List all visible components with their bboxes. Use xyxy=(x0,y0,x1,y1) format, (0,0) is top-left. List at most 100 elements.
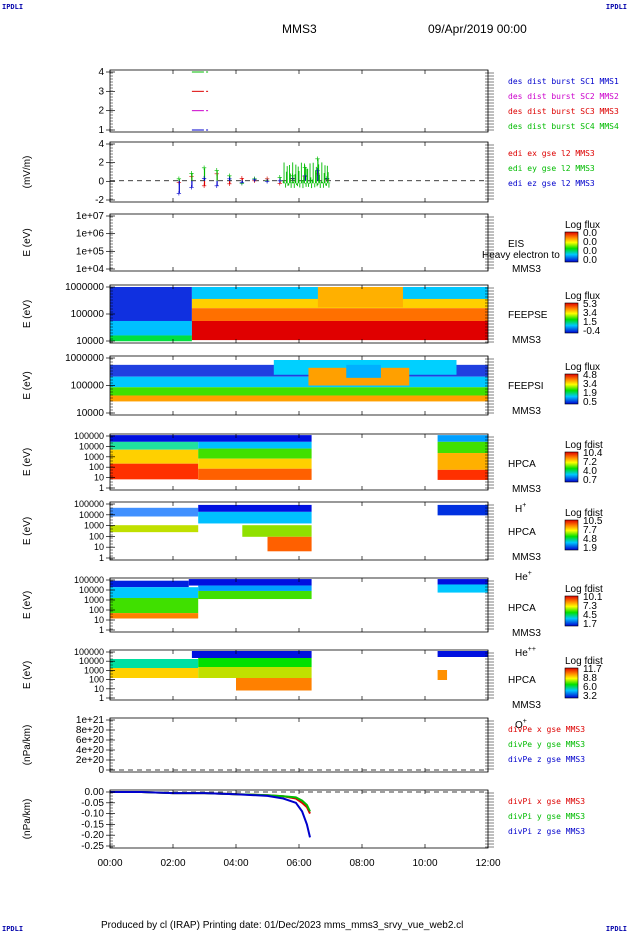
y-tick-label: 100 xyxy=(89,531,104,541)
y-axis-label: E (eV) xyxy=(22,517,33,545)
spectrogram-cell xyxy=(188,579,312,586)
spectrogram-cell xyxy=(198,458,312,469)
species-superscript: + xyxy=(523,718,527,725)
colorbar-tick-label: 10.5 xyxy=(583,516,603,527)
spectrogram-cell xyxy=(110,435,312,442)
spectrogram-cell xyxy=(437,584,488,593)
colorbar-tick-label: 0.0 xyxy=(583,255,597,266)
y-tick-label: 3 xyxy=(98,86,104,97)
y-tick-label: 1 xyxy=(99,553,104,563)
x-tick-label: 04:00 xyxy=(223,858,248,869)
colorbar xyxy=(564,667,579,699)
species-superscript: ++ xyxy=(528,646,536,653)
colorbar-tick-label: 0.0 xyxy=(583,246,597,257)
colorbar-title: Log fdist xyxy=(565,508,603,519)
y-axis-label: E (eV) xyxy=(22,448,33,476)
colorbar-tick-label: 1.9 xyxy=(583,388,597,399)
edi-marker: + xyxy=(214,181,219,191)
y-tick-label: 1000 xyxy=(84,665,104,675)
spectrogram-cell xyxy=(267,536,312,552)
spectrogram-cell xyxy=(110,335,192,342)
y-tick-label: 1e+04 xyxy=(76,264,105,275)
y-tick-label: 2 xyxy=(98,106,104,117)
spectrogram-cell xyxy=(191,320,488,341)
edi-marker: + xyxy=(227,179,232,189)
y-tick-label: 100 xyxy=(89,675,104,685)
edi-marker: + xyxy=(315,166,320,176)
legend-label: divPi x gse MMS3 xyxy=(508,797,585,806)
x-tick-label: 12:00 xyxy=(475,858,500,869)
y-tick-label: 10 xyxy=(94,473,104,483)
colorbar-tick-label: 1.9 xyxy=(583,543,597,554)
colorbar-tick-label: 6.0 xyxy=(583,682,597,693)
spectrogram-cell xyxy=(198,441,312,449)
instrument-label: FEEPSI xyxy=(508,381,544,392)
colorbar-tick-label: 0.0 xyxy=(583,237,597,248)
colorbar-tick-label: 0.5 xyxy=(583,397,597,408)
colorbar-tick-label: 7.3 xyxy=(583,601,597,612)
colorbar-tick-label: 10.4 xyxy=(583,448,603,459)
x-tick-label: 08:00 xyxy=(349,858,374,869)
spectrogram-cell xyxy=(110,597,199,614)
legend-label: edi ex gse l2 MMS3 xyxy=(508,149,595,158)
species-label: He++ xyxy=(515,646,536,659)
x-tick-label: 06:00 xyxy=(286,858,311,869)
edi-marker: + xyxy=(227,171,232,181)
y-axis-label: E (eV) xyxy=(22,591,33,619)
edi-marker: + xyxy=(277,178,282,188)
y-tick-label: 1e+06 xyxy=(76,229,105,240)
colorbar-title: Log flux xyxy=(565,220,600,231)
y-tick-label: 2e+20 xyxy=(76,755,105,766)
edi-marker: + xyxy=(214,166,219,176)
colorbar-tick-label: 8.8 xyxy=(583,673,597,684)
y-tick-label: 10000 xyxy=(79,585,104,595)
panel-frame xyxy=(109,213,489,272)
edi-marker: + xyxy=(176,188,181,198)
y-tick-label: 4e+20 xyxy=(76,745,105,756)
colorbar-tick-label: 11.7 xyxy=(583,664,602,675)
panel-labels: 1 2 3 4 des dist burst SC1 MMS1 des dist burs… xyxy=(22,67,619,869)
spectrograms xyxy=(110,287,488,691)
x-tick-label: 10:00 xyxy=(412,858,437,869)
instrument-label: HPCA xyxy=(508,459,536,470)
spectrogram-cell xyxy=(198,590,312,600)
colorbar-tick-label: 10.1 xyxy=(583,592,603,603)
y-tick-label: 1000 xyxy=(84,595,104,605)
y-tick-label: -0.25 xyxy=(81,841,104,852)
spacecraft-label: MMS3 xyxy=(512,552,541,563)
y-tick-label: 100000 xyxy=(74,575,104,585)
y-tick-label: 8e+20 xyxy=(76,725,105,736)
y-tick-label: 1000 xyxy=(84,521,104,531)
edi-marker: + xyxy=(277,172,282,182)
y-tick-label: 100 xyxy=(89,462,104,472)
y-axis-label: E (eV) xyxy=(22,371,33,399)
spectrogram-cell xyxy=(236,678,312,691)
edi-marker: + xyxy=(252,174,257,184)
spectrogram-cell xyxy=(437,469,488,480)
spectrogram-cell xyxy=(437,441,488,454)
y-tick-label: 100000 xyxy=(74,647,104,657)
corner-label: IPDLI xyxy=(605,3,627,11)
edi-marker: + xyxy=(265,174,270,184)
y-axis-label: (mV/m) xyxy=(22,156,33,189)
spectrogram-cell xyxy=(110,613,199,619)
instrument-label: HPCA xyxy=(508,527,536,538)
divpi-series xyxy=(110,791,311,812)
colorbar-tick-label: 5.3 xyxy=(583,299,597,310)
instrument-label: FEEPSE xyxy=(508,310,548,321)
y-tick-label: 100000 xyxy=(71,309,105,320)
spacecraft-label: MMS3 xyxy=(512,700,541,711)
y-tick-label: 1e+05 xyxy=(76,246,105,257)
spectrogram-cell xyxy=(110,525,199,533)
spacecraft-label: MMS3 xyxy=(512,628,541,639)
spectrogram-cell xyxy=(198,468,312,480)
species-label: H+ xyxy=(515,502,526,515)
panel-frame xyxy=(109,69,489,133)
legend-label: divPe x gse MMS3 xyxy=(508,725,585,734)
spectrogram-cell xyxy=(198,504,312,512)
y-tick-label: 10 xyxy=(94,684,104,694)
spectrogram-cell xyxy=(110,441,199,450)
edi-marker: + xyxy=(277,176,282,186)
colorbar-tick-label: 3.2 xyxy=(583,691,597,702)
y-tick-label: 10 xyxy=(94,542,104,552)
